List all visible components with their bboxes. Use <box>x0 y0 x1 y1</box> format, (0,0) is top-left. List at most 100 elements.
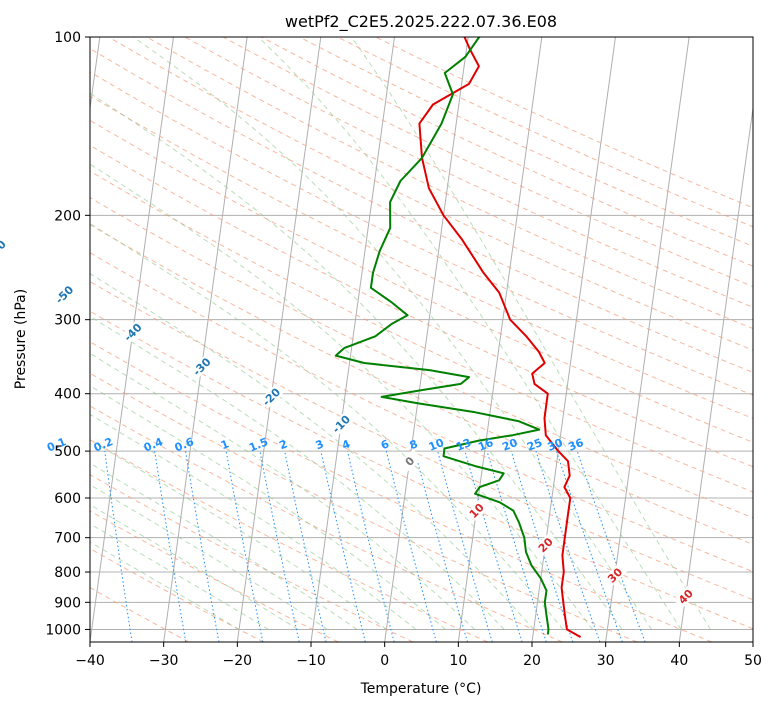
moist-adiabat <box>90 385 446 630</box>
moist-adiabat <box>90 439 387 630</box>
y-axis-ticks: 100 200 300 400 500 600 700 800 900 1000 <box>45 30 90 638</box>
y-tick-label: 700 <box>54 531 81 547</box>
mixing-ratio-label: 10 <box>427 436 446 454</box>
dewpoint-profile-line <box>334 37 550 635</box>
dry-adiabat <box>90 252 753 573</box>
isotherm-label-bg <box>259 384 284 409</box>
mixing-ratio-label: 36 <box>566 436 585 454</box>
dry-adiabat <box>90 510 339 642</box>
y-tick-label: 200 <box>54 208 81 224</box>
isotherm-line <box>236 37 322 642</box>
isotherm-line <box>384 37 469 642</box>
mixing-ratio-label: 2 <box>277 437 289 452</box>
isotherm-label-bg <box>464 498 489 523</box>
mixing-ratio-label: 16 <box>476 436 495 454</box>
isotherm-label-bg <box>329 411 354 437</box>
x-tick-label: 10 <box>449 653 467 669</box>
plot-area <box>90 37 753 642</box>
isotherm-label-bg <box>602 563 627 588</box>
moist-adiabat <box>90 352 476 630</box>
moist-adiabat <box>90 541 240 630</box>
dry-adiabat <box>90 474 414 642</box>
moist-adiabat <box>90 163 594 630</box>
dry-adiabat <box>90 310 753 630</box>
x-tick-label: −30 <box>149 653 179 669</box>
mixing-ratio-line <box>104 451 133 642</box>
mixing-ratio-line <box>414 450 468 642</box>
mixing-ratio-line <box>437 450 493 642</box>
y-tick-label: 600 <box>54 491 81 507</box>
x-tick-label: 0 <box>380 653 389 669</box>
dry-adiabat <box>146 37 753 330</box>
moist-adiabat <box>90 273 535 630</box>
isotherm-label-bg <box>120 320 145 345</box>
mixing-ratio-line <box>284 451 327 642</box>
isotherm-line <box>163 37 248 642</box>
mixing-ratio-line <box>464 450 523 642</box>
mixing-ratio-label: 8 <box>408 437 420 452</box>
isotherm-label-bg <box>533 532 558 557</box>
y-tick-label: 1000 <box>45 622 81 638</box>
isotherm-label-bg <box>189 354 214 379</box>
y-tick-label: 100 <box>54 30 81 46</box>
dry-adiabat <box>90 144 753 468</box>
dry-adiabat <box>90 548 264 642</box>
plot-frame <box>89 36 754 643</box>
isotherm-label-bg <box>673 584 698 609</box>
x-tick-label: 40 <box>670 653 688 669</box>
mixing-ratio-line <box>225 451 264 642</box>
dry-adiabat <box>90 405 563 642</box>
mixing-ratio-line <box>576 450 646 642</box>
x-tick-label: 50 <box>744 653 762 669</box>
mixing-ratio-label: 3 <box>314 437 326 452</box>
moist-adiabat <box>90 92 623 630</box>
y-tick-label: 300 <box>54 313 81 329</box>
dry-adiabat <box>222 37 753 288</box>
mixing-ratio-label: 25 <box>525 436 544 454</box>
temperature-profile-line <box>418 37 582 638</box>
mixing-ratio-line <box>556 450 623 642</box>
dry-adiabat <box>90 341 712 642</box>
mixing-ratio-line <box>347 450 395 642</box>
dry-adiabat <box>108 37 753 351</box>
mixing-ratio-line <box>259 451 300 642</box>
moist-adiabat <box>90 462 358 630</box>
moist-adiabat <box>90 413 417 630</box>
x-tick-label: 20 <box>523 653 541 669</box>
isotherm-line <box>457 37 543 642</box>
moist-adiabat <box>132 37 652 630</box>
dry-adiabat <box>90 197 753 519</box>
isotherm-label: -60 <box>0 238 9 261</box>
mixing-ratio-line <box>486 450 547 642</box>
mixing-ratio-label: 30 <box>546 436 565 454</box>
x-axis-ticks: −40 −30 −20 −10 0 10 20 30 40 50 <box>75 642 762 669</box>
x-tick-label: −40 <box>75 653 105 669</box>
isotherm-label-bg <box>0 237 9 262</box>
moist-adiabat <box>350 37 711 630</box>
dry-adiabat <box>90 439 488 642</box>
x-axis-label: Temperature (°C) <box>360 681 482 697</box>
mixing-ratio-label: 13 <box>454 436 473 454</box>
isotherm-line <box>605 37 690 642</box>
lines-layer <box>334 37 582 638</box>
isotherm-line <box>678 104 753 642</box>
moist-adiabat <box>257 37 682 630</box>
mixing-ratio-line <box>535 450 601 642</box>
mixing-ratio-line <box>385 450 437 642</box>
y-tick-label: 900 <box>54 595 81 611</box>
mixing-ratio-label: 1 <box>219 437 231 452</box>
y-axis-label: Pressure (hPa) <box>13 289 29 389</box>
mixing-ratio-label: 20 <box>500 436 519 454</box>
moist-adiabat <box>90 523 269 630</box>
x-tick-label: −20 <box>223 653 253 669</box>
mixing-ratio-line <box>320 450 366 642</box>
x-tick-label: −10 <box>296 653 326 669</box>
moist-adiabat <box>90 222 564 630</box>
x-tick-label: 30 <box>597 653 615 669</box>
dry-adiabat <box>90 71 753 396</box>
chart-title: wetPf2_C2E5.2025.222.07.36.E08 <box>285 12 557 32</box>
isotherm-label-bg <box>52 282 77 307</box>
y-tick-label: 800 <box>54 565 81 581</box>
